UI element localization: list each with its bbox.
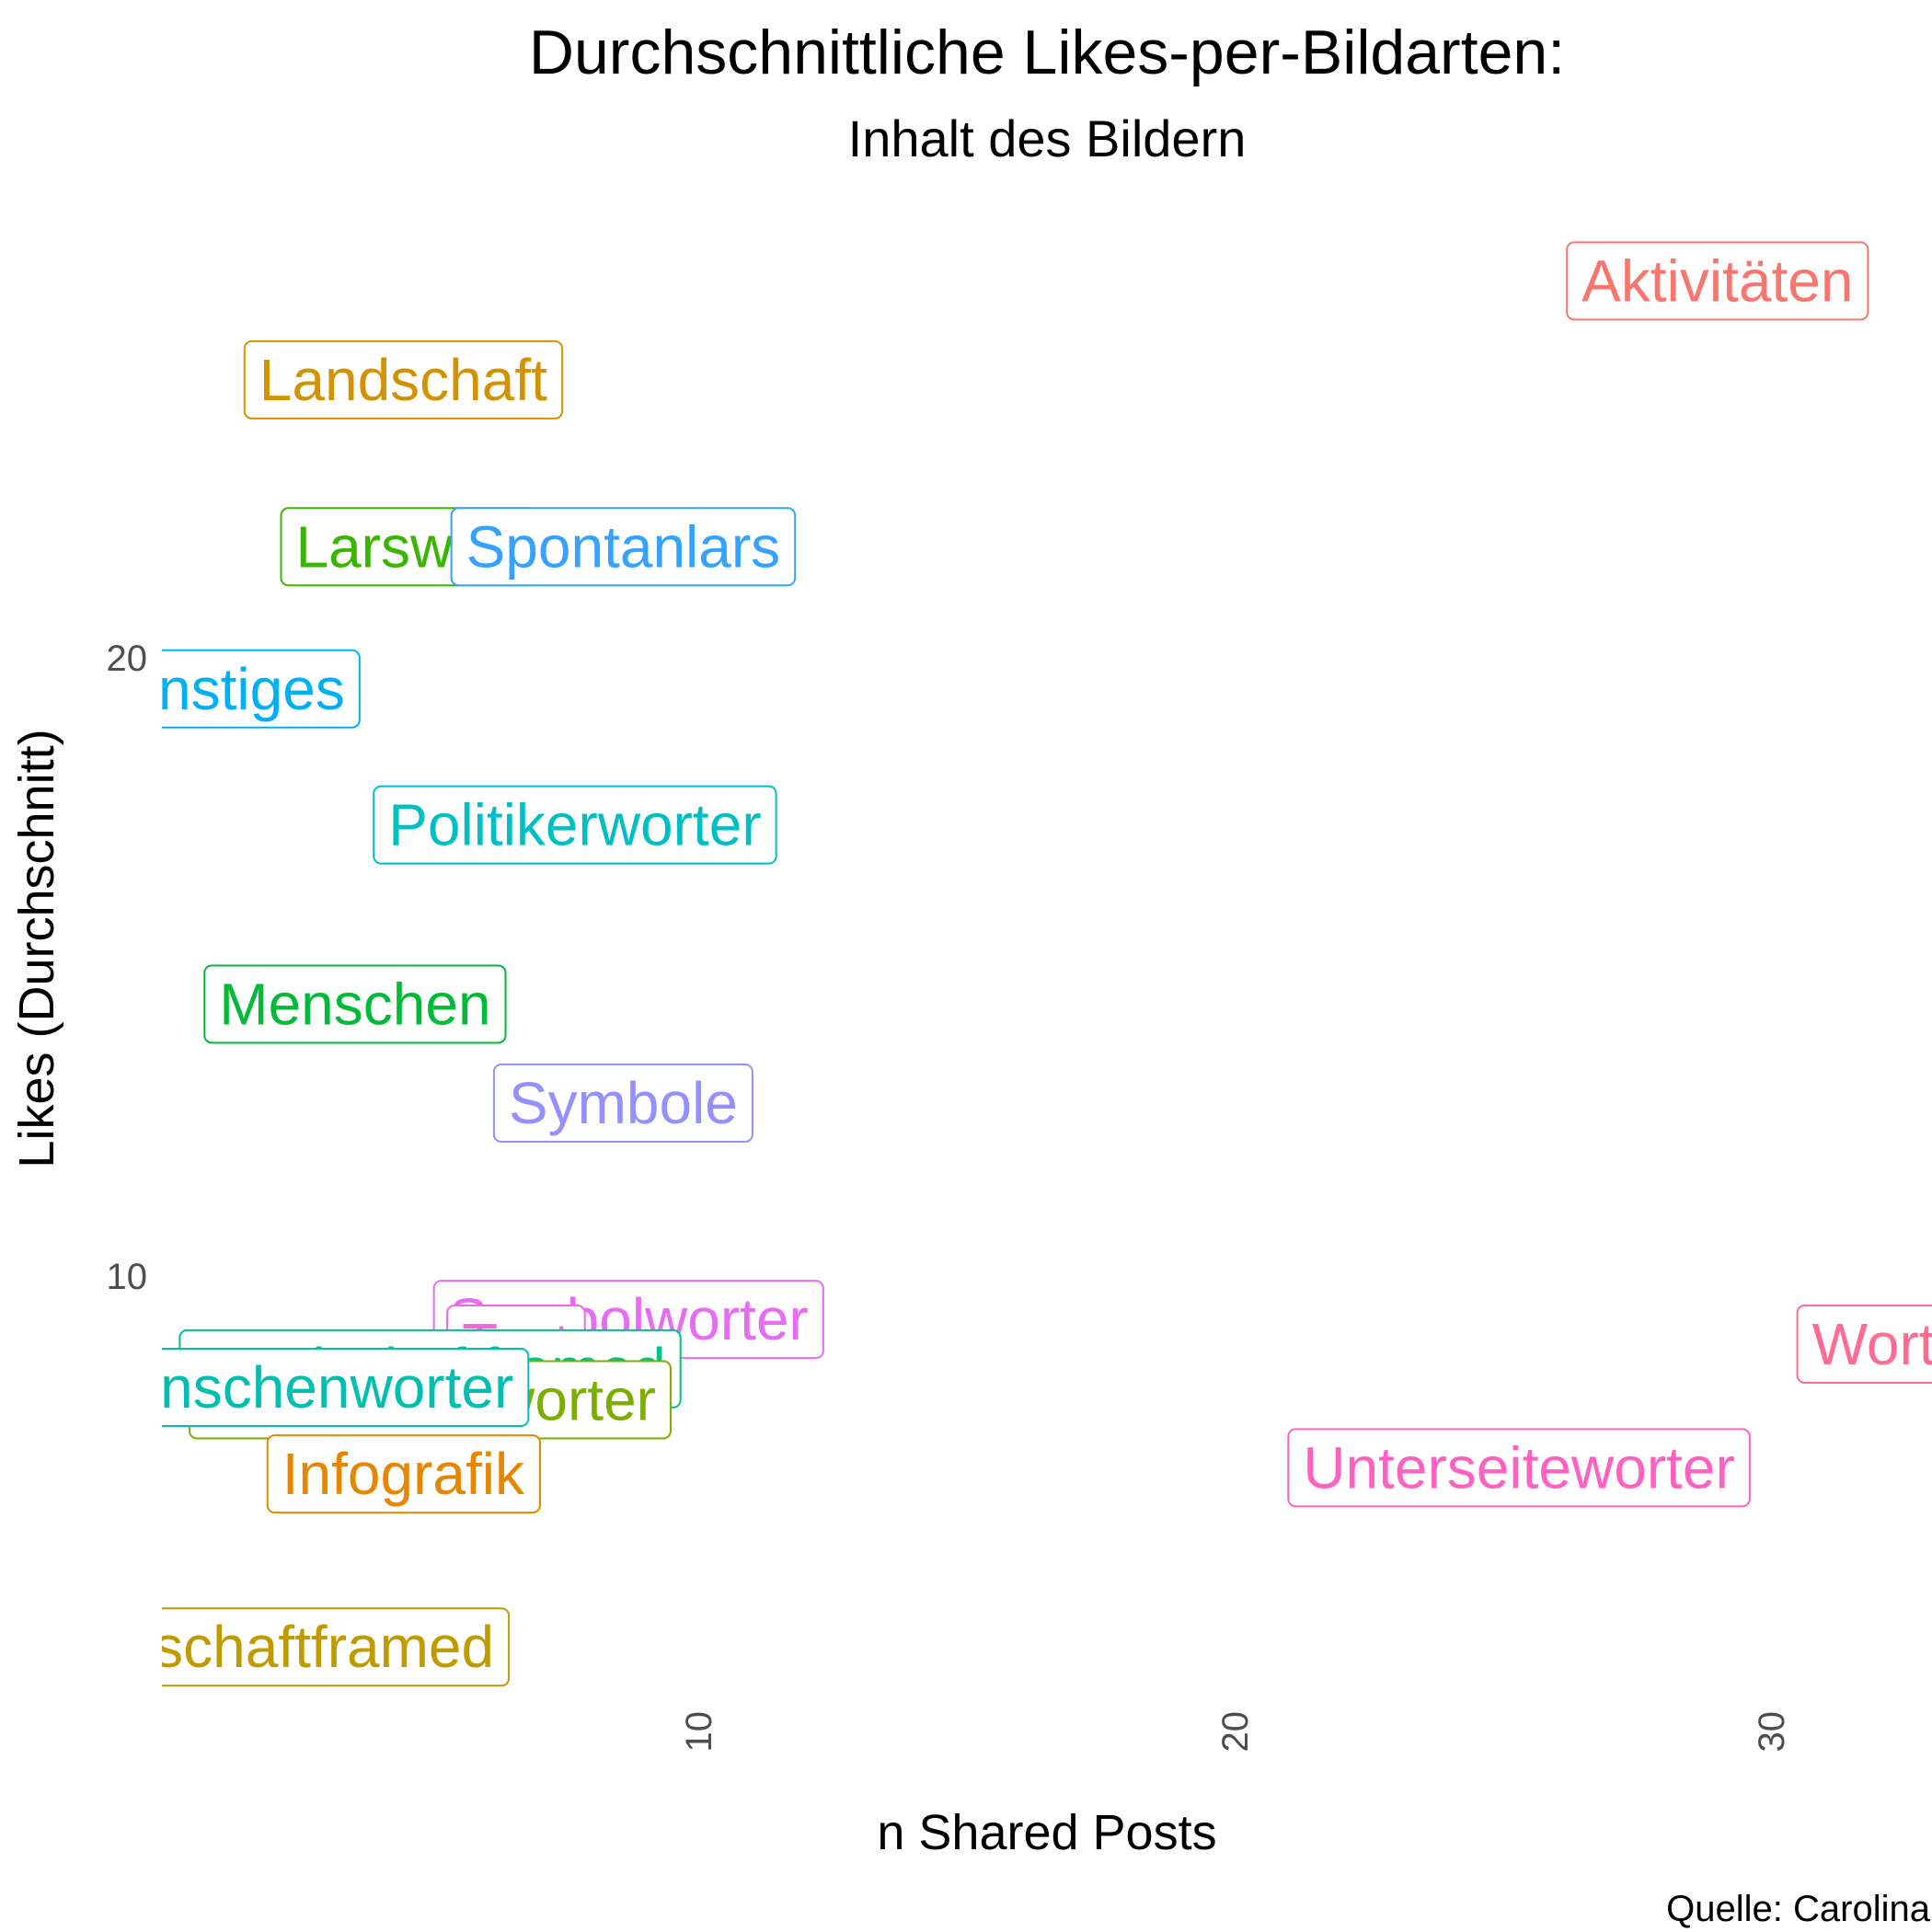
label-text: Infografik xyxy=(282,1441,525,1507)
data-label: Landschaftframed xyxy=(23,1607,511,1687)
label-box xyxy=(1566,241,1869,321)
label-text: Menschenworter xyxy=(78,1354,513,1420)
data-label: Menschen xyxy=(203,964,507,1044)
label-text: Menschen xyxy=(219,971,490,1037)
y-tick-label: 20 xyxy=(107,638,148,679)
x-tick-label: 30 xyxy=(1752,1711,1792,1753)
label-box xyxy=(203,964,507,1044)
y-axis-ticks: 10 20 xyxy=(107,638,148,1297)
label-text: Landschaft xyxy=(259,347,547,413)
label-box xyxy=(243,339,564,420)
label-text: Aktivitäten xyxy=(1581,247,1853,314)
label-text: Worter xyxy=(1812,1311,1932,1377)
data-label: Politikerworter xyxy=(373,785,777,865)
chart-caption: Quelle: Carolina xyxy=(1666,1889,1931,1929)
x-tick-label: 10 xyxy=(679,1711,719,1753)
x-tick-label: 20 xyxy=(1215,1711,1256,1753)
label-text: Sonstiges xyxy=(86,656,345,722)
label-box xyxy=(162,1607,511,1687)
x-axis-ticks: 10 20 30 xyxy=(679,1711,1792,1753)
label-box xyxy=(1287,1428,1751,1508)
data-label: Infografik xyxy=(266,1434,541,1514)
data-label: Landschaft xyxy=(243,339,564,420)
y-tick-label: 10 xyxy=(107,1257,148,1297)
y-axis-label: Likes (Durchschnitt) xyxy=(9,729,64,1167)
label-box xyxy=(492,1063,753,1143)
label-box xyxy=(1796,1305,1932,1385)
label-box xyxy=(162,649,361,729)
label-text: Politikerworter xyxy=(388,792,761,858)
data-label: Unterseiteworter xyxy=(1287,1428,1751,1508)
data-label: Spontanlars xyxy=(450,507,797,587)
data-label: Symbole xyxy=(492,1063,753,1143)
data-label: Worter xyxy=(1796,1305,1932,1385)
chart-subtitle: Inhalt des Bildern xyxy=(848,109,1247,167)
label-text: Landschaftframed xyxy=(23,1614,494,1680)
label-text: Unterseiteworter xyxy=(1303,1434,1735,1501)
x-axis-label: n Shared Posts xyxy=(877,1805,1216,1860)
data-label: Menschenworter xyxy=(78,1348,530,1428)
data-label: Aktivitäten xyxy=(1566,241,1869,321)
label-box xyxy=(266,1434,541,1514)
label-text: Spontanlars xyxy=(466,513,781,580)
plot-panel: AktivitätenLandschaftLarswortSpontanlars… xyxy=(23,241,1932,1687)
label-box xyxy=(450,507,797,587)
label-box xyxy=(162,1348,530,1428)
chart-title: Durchschnittliche Likes-per-Bildarten: xyxy=(529,17,1565,87)
label-text: Symbole xyxy=(509,1070,738,1136)
label-box xyxy=(373,785,777,865)
data-label: Sonstiges xyxy=(86,649,361,729)
